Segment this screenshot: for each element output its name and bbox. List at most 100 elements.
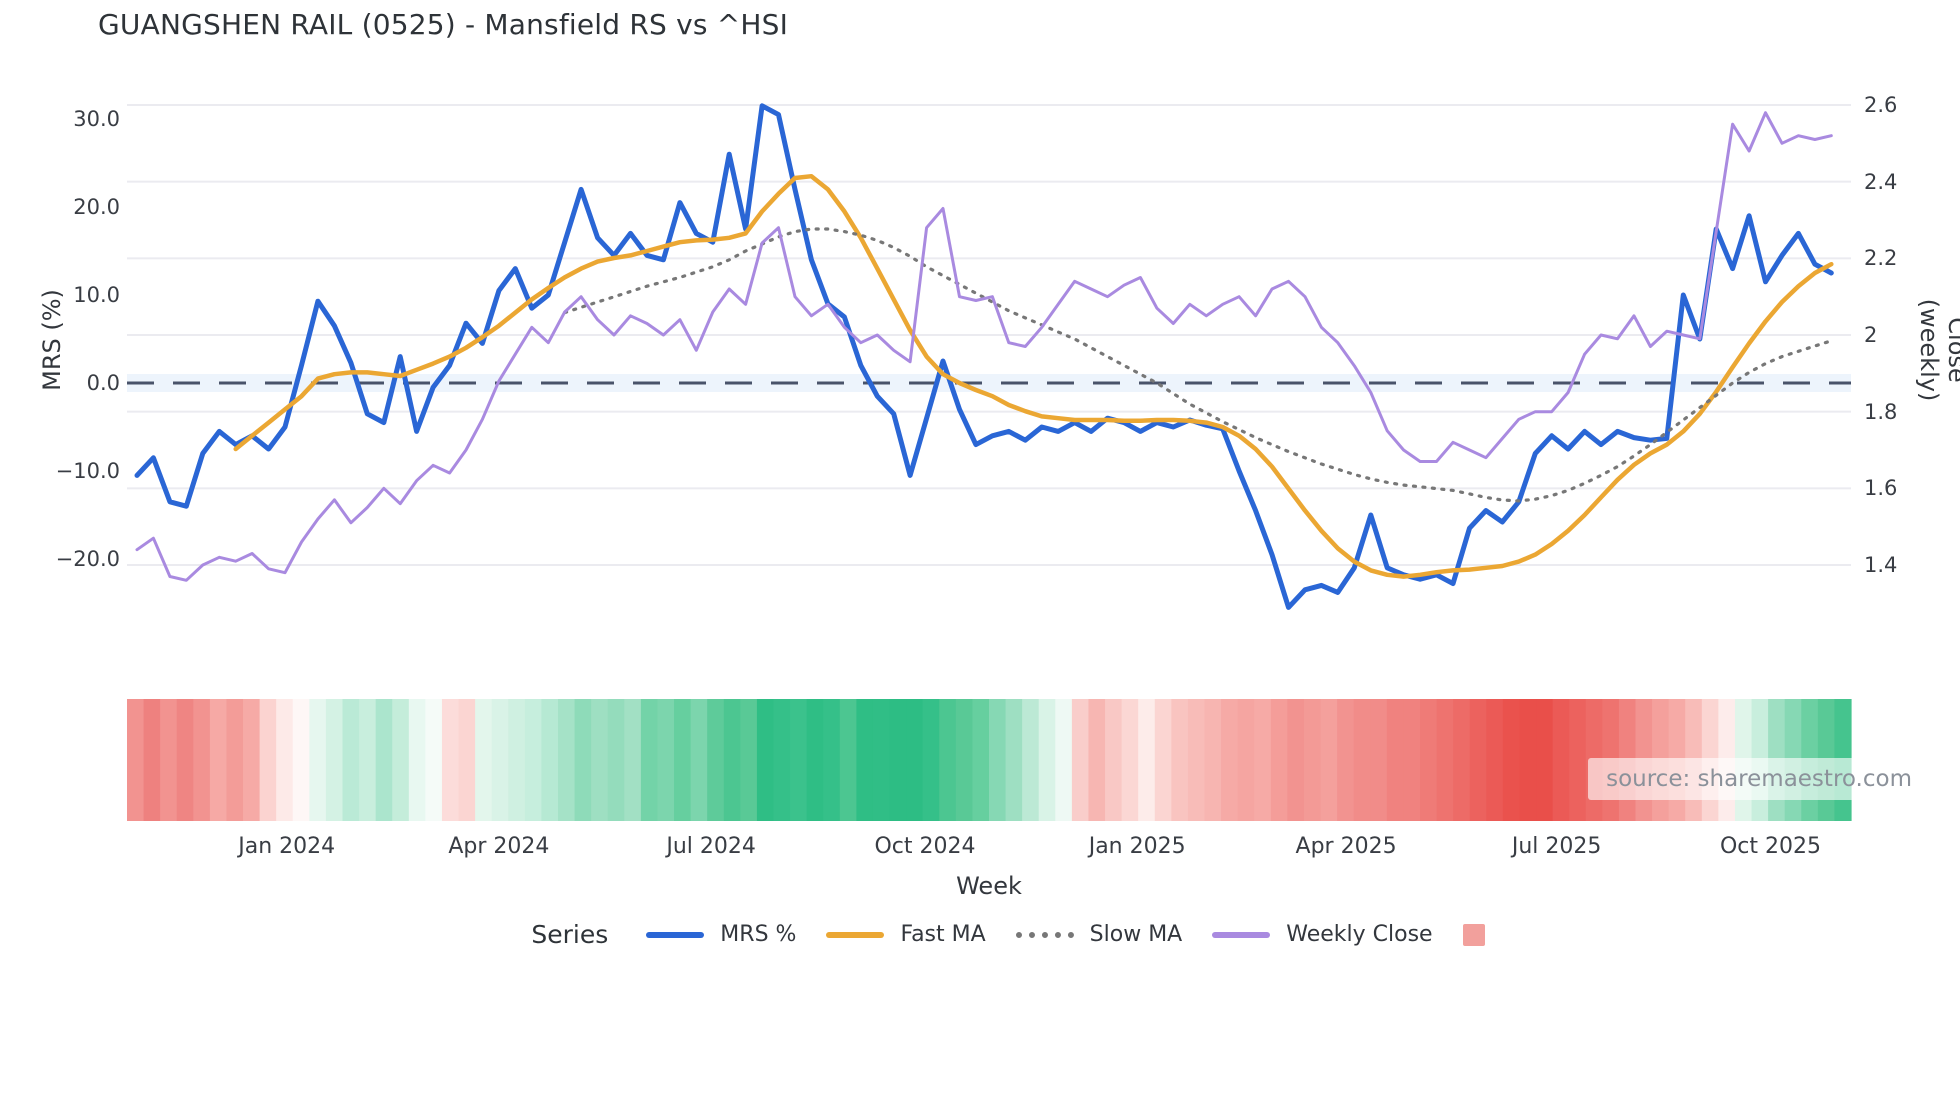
heatmap-cell: [1022, 699, 1040, 821]
heatmap-cell: [1088, 699, 1106, 821]
heatmap-cell: [674, 699, 692, 821]
heatmap-cell: [475, 699, 493, 821]
heatmap-cell: [756, 699, 775, 821]
heatmap-cell: [574, 699, 592, 821]
heatmap-cell: [1469, 699, 1487, 821]
heatmap-cell: [1071, 699, 1090, 821]
heatmap-cell: [176, 699, 194, 821]
heatmap-cell: [1254, 699, 1272, 821]
heatmap-cell: [143, 699, 161, 821]
heatmap-cell: [1536, 699, 1554, 821]
heatmap-cell: [1320, 699, 1338, 821]
heatmap-cell: [160, 699, 178, 821]
legend-title: Series: [531, 920, 609, 949]
x-tick-label: Jan 2024: [238, 834, 336, 859]
heatmap-cell: [740, 699, 758, 821]
heatmap-cell: [243, 699, 261, 821]
legend-item-label: Fast MA: [900, 922, 986, 947]
heatmap-cell: [922, 699, 940, 821]
heatmap-cell: [1105, 699, 1123, 821]
heatmap-cell: [1453, 699, 1471, 821]
left-tick-label: −10.0: [55, 459, 120, 483]
heatmap-cell: [790, 699, 808, 821]
x-tick-label: Apr 2025: [1295, 834, 1397, 859]
heatmap-cell: [375, 699, 393, 821]
heatmap-cell: [723, 699, 741, 821]
heatmap-cell: [359, 699, 377, 821]
heatmap-cell: [1138, 699, 1156, 821]
page-title: GUANGSHEN RAIL (0525) - Mansfield RS vs …: [98, 8, 789, 41]
heatmap-cell: [640, 699, 659, 821]
heatmap-cell: [226, 699, 244, 821]
mrs-line-swatch-icon: [646, 931, 705, 938]
heatmap-cell: [1237, 699, 1255, 821]
heatmap-cell: [773, 699, 791, 821]
heatmap-cell: [1055, 699, 1073, 821]
heatmap-cell: [441, 699, 460, 821]
heatmap-cell: [292, 699, 310, 821]
heatmap-cell: [972, 699, 990, 821]
heatmap-cell: [657, 699, 675, 821]
right-tick-label: 1.4: [1864, 552, 1898, 577]
right-tick-label: 1.6: [1864, 476, 1898, 501]
right-tick-label: 2.4: [1864, 169, 1898, 194]
zero-band: [127, 374, 1851, 392]
heatmap-cell: [1353, 699, 1371, 821]
heatmap-cell: [889, 699, 907, 821]
series-fast-ma: [233, 173, 1834, 579]
right-tick-label: 2.2: [1864, 246, 1898, 271]
x-tick-label: Apr 2024: [448, 834, 550, 859]
heatmap-cell: [1436, 699, 1454, 821]
heatmap-cell: [1552, 699, 1570, 821]
right-tick-label: 2.6: [1864, 93, 1898, 117]
heatmap-cell: [524, 699, 543, 821]
heatmap-cell: [872, 699, 891, 821]
heatmap-cell: [1403, 699, 1421, 821]
heatmap-cell: [906, 699, 924, 821]
right-tick-label: 2: [1864, 322, 1878, 347]
left-tick-label: −20.0: [55, 547, 120, 571]
heatmap-cell: [607, 699, 625, 821]
source-text: source: sharemaestro.com: [1606, 766, 1912, 792]
heatmap-swatch-icon: [1462, 923, 1485, 946]
legend-item-weekly-close: Weekly Close: [1212, 922, 1433, 947]
heatmap-cell: [491, 699, 509, 821]
heatmap-cell: [1502, 699, 1521, 821]
x-tick-label: Oct 2025: [1719, 834, 1821, 859]
heatmap-cell: [591, 699, 609, 821]
legend-item-label: Slow MA: [1089, 922, 1183, 947]
heatmap-cell: [425, 699, 443, 821]
legend-item-mrs: MRS %: [646, 922, 796, 947]
left-tick-label: 20.0: [73, 195, 120, 219]
source-badge: source: sharemaestro.com: [1588, 758, 1930, 800]
x-tick-label: Oct 2024: [874, 834, 976, 859]
heatmap-cell: [823, 699, 841, 821]
heatmap-cell: [541, 699, 559, 821]
legend-item-fast-ma: Fast MA: [826, 922, 986, 947]
left-tick-label: 0.0: [86, 371, 120, 395]
heatmap-cell: [955, 699, 974, 821]
heatmap-cell: [259, 699, 277, 821]
heatmap-cell: [1386, 699, 1405, 821]
legend-item-label: Weekly Close: [1286, 922, 1433, 947]
legend-item-heatmap: [1462, 923, 1485, 946]
heatmap-cell: [624, 699, 642, 821]
heatmap-cell: [1204, 699, 1222, 821]
left-tick-label: 10.0: [73, 283, 120, 307]
heatmap-cell: [1270, 699, 1288, 821]
heatmap-cell: [1005, 699, 1023, 821]
heatmap-cell: [309, 699, 327, 821]
x-tick-label: Jul 2024: [666, 834, 756, 859]
heatmap-cell: [1171, 699, 1189, 821]
heatmap-cell: [1303, 699, 1322, 821]
heatmap-cell: [1121, 699, 1139, 821]
heatmap-cell: [558, 699, 576, 821]
x-tick-label: Jul 2025: [1511, 834, 1602, 859]
heatmap-cell: [707, 699, 725, 821]
heatmap-cell: [458, 699, 476, 821]
heatmap-cell: [1569, 699, 1587, 821]
heatmap-cell: [276, 699, 294, 821]
x-axis-title: Week: [956, 872, 1022, 900]
heatmap-cell: [989, 699, 1007, 821]
